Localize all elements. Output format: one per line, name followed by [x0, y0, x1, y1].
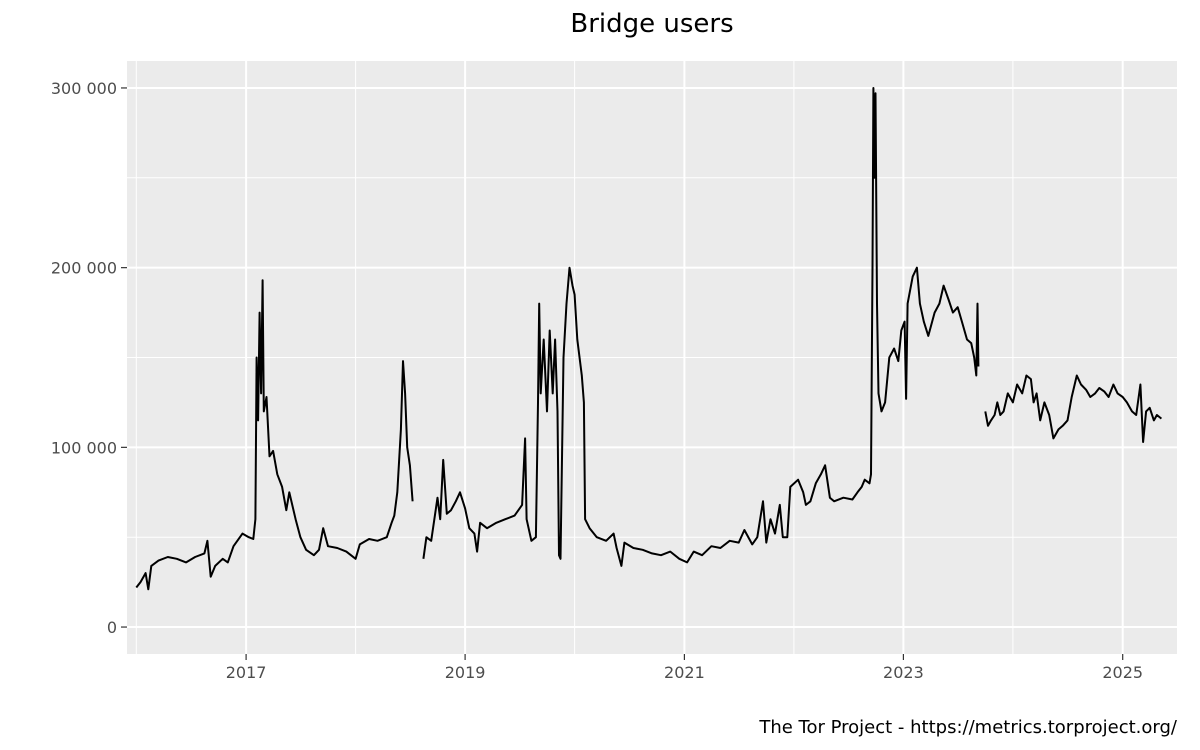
y-tick-label: 0 — [107, 618, 117, 637]
x-axis: 2017 2019 2021 2023 2025 — [226, 654, 1143, 682]
data-layer — [135, 87, 1163, 591]
y-tick-label: 100 000 — [51, 438, 117, 457]
x-tick-label: 2023 — [883, 663, 924, 682]
series-line-segment — [984, 374, 1163, 443]
y-axis: 0 100 000 200 000 300 000 — [51, 79, 127, 637]
y-tick-label: 200 000 — [51, 259, 117, 278]
grid-minor-lines — [127, 61, 1177, 654]
x-tick-label: 2019 — [445, 663, 486, 682]
credit-text: The Tor Project - https://metrics.torpro… — [759, 717, 1177, 738]
x-tick-label: 2021 — [664, 663, 705, 682]
x-tick-label: 2025 — [1102, 663, 1143, 682]
chart-title: Bridge users — [570, 9, 733, 39]
grid-major-lines — [127, 61, 1177, 654]
x-tick-label: 2017 — [226, 663, 267, 682]
series-line-segment — [135, 279, 414, 591]
y-tick-label: 300 000 — [51, 79, 117, 98]
series-line-segment — [422, 87, 980, 567]
